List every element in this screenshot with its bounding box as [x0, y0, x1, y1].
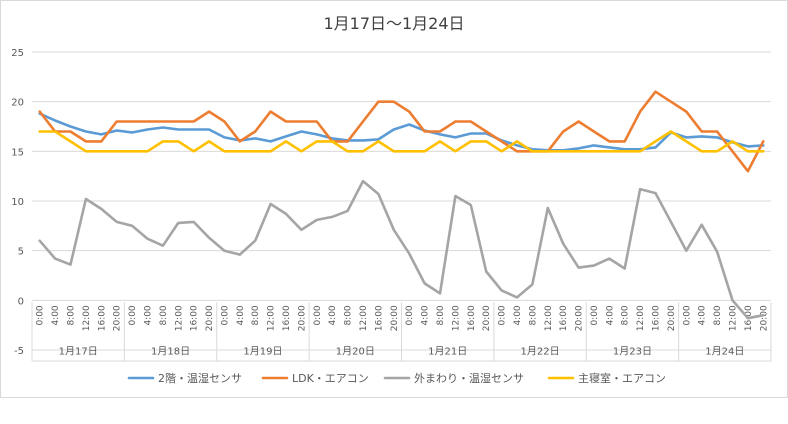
day-label: 1月20日	[336, 345, 375, 357]
x-tick-label: 20:00	[205, 305, 215, 331]
legend-label: 2階・温湿センサ	[158, 371, 242, 385]
x-tick-label: 20:00	[667, 305, 677, 331]
x-tick-label: 4:00	[143, 305, 153, 325]
x-tick-label: 4:00	[328, 305, 338, 325]
day-label: 1月17日	[59, 345, 98, 357]
x-axis: 0:00 4:00 8:00 12:00 16:00 20:00 0:00 4:00 8:00 1…	[31, 302, 772, 362]
x-tick-label: 16:00	[97, 305, 107, 331]
x-tick-label: 12:00	[267, 305, 277, 331]
x-tick-label: 0:00	[590, 305, 600, 325]
chart-frame: 1月17日～1月24日 -5 0 5 10 15 20 25 0:00 4:00 8:00 12:…	[0, 0, 788, 398]
y-tick-label: 10	[11, 197, 24, 208]
legend-label: 主寝室・エアコン	[578, 371, 666, 385]
x-tick-label: 0:00	[128, 305, 138, 325]
x-tick-label: 20:00	[390, 305, 400, 331]
x-tick-label: 12:00	[451, 305, 461, 331]
x-tick-label: 4:00	[236, 305, 246, 325]
x-tick-label: 8:00	[528, 305, 538, 325]
x-tick-label: 12:00	[636, 305, 646, 331]
legend-label: LDK・エアコン	[292, 372, 369, 385]
x-tick-label: 4:00	[605, 305, 615, 325]
day-label: 1月24日	[705, 345, 744, 357]
series-lines	[38, 90, 765, 320]
x-tick-label: 12:00	[729, 305, 739, 331]
x-tick-label: 20:00	[113, 305, 123, 331]
x-tick-label: 20:00	[759, 305, 769, 331]
x-tick-label: 0:00	[220, 305, 230, 325]
x-tick-label: 12:00	[82, 305, 92, 331]
y-tick-label: 25	[11, 48, 24, 59]
x-tick-label: 16:00	[559, 305, 569, 331]
x-tick-label: 4:00	[421, 305, 431, 325]
x-tick-label: 8:00	[66, 305, 76, 325]
x-tick-label: 8:00	[621, 305, 631, 325]
day-label: 1月18日	[151, 345, 190, 357]
x-tick-label: 12:00	[359, 305, 369, 331]
y-tick-label: 15	[11, 147, 24, 158]
x-tick-label: 4:00	[513, 305, 523, 325]
x-tick-label: 8:00	[251, 305, 261, 325]
x-tick-label: 4:00	[51, 305, 61, 325]
day-label: 1月19日	[243, 345, 282, 357]
x-tick-label: 20:00	[575, 305, 585, 331]
x-tick-label: 12:00	[544, 305, 554, 331]
legend: 2階・温湿センサ LDK・エアコン 外まわり・温湿センサ 主寝室・エアコン	[127, 371, 666, 385]
x-tick-label: 0:00	[313, 305, 323, 325]
series-line-3	[38, 130, 765, 153]
series-line-0	[38, 112, 765, 152]
x-tick-label: 8:00	[436, 305, 446, 325]
x-tick-label: 16:00	[467, 305, 477, 331]
x-tick-label: 20:00	[482, 305, 492, 331]
x-tick-label: 8:00	[713, 305, 723, 325]
y-tick-label: 5	[18, 247, 24, 258]
x-tick-label: 20:00	[297, 305, 307, 331]
x-tick-label: 16:00	[282, 305, 292, 331]
y-tick-label: 0	[18, 296, 24, 307]
chart-title: 1月17日～1月24日	[323, 14, 464, 33]
x-tick-label: 12:00	[174, 305, 184, 331]
x-tick-label: 16:00	[190, 305, 200, 331]
x-tick-label: 8:00	[344, 305, 354, 325]
series-line-2	[38, 179, 765, 320]
x-tick-label: 0:00	[405, 305, 415, 325]
y-tick-label: 20	[11, 98, 24, 109]
y-axis: -5 0 5 10 15 20 25	[11, 48, 24, 357]
y-tick-label: -5	[14, 346, 24, 357]
day-label: 1月22日	[521, 345, 560, 357]
day-label: 1月23日	[613, 345, 652, 357]
x-tick-label: 16:00	[374, 305, 384, 331]
series-line-1	[38, 90, 765, 173]
x-tick-label: 16:00	[652, 305, 662, 331]
line-chart: 1月17日～1月24日 -5 0 5 10 15 20 25 0:00 4:00 8:00 12:…	[11, 14, 772, 385]
x-tick-label: 0:00	[36, 305, 46, 325]
legend-label: 外まわり・温湿センサ	[414, 372, 524, 385]
x-tick-label: 4:00	[698, 305, 708, 325]
x-tick-label: 0:00	[682, 305, 692, 325]
day-label: 1月21日	[428, 345, 467, 357]
x-tick-label: 0:00	[498, 305, 508, 325]
x-tick-label: 8:00	[159, 305, 169, 325]
